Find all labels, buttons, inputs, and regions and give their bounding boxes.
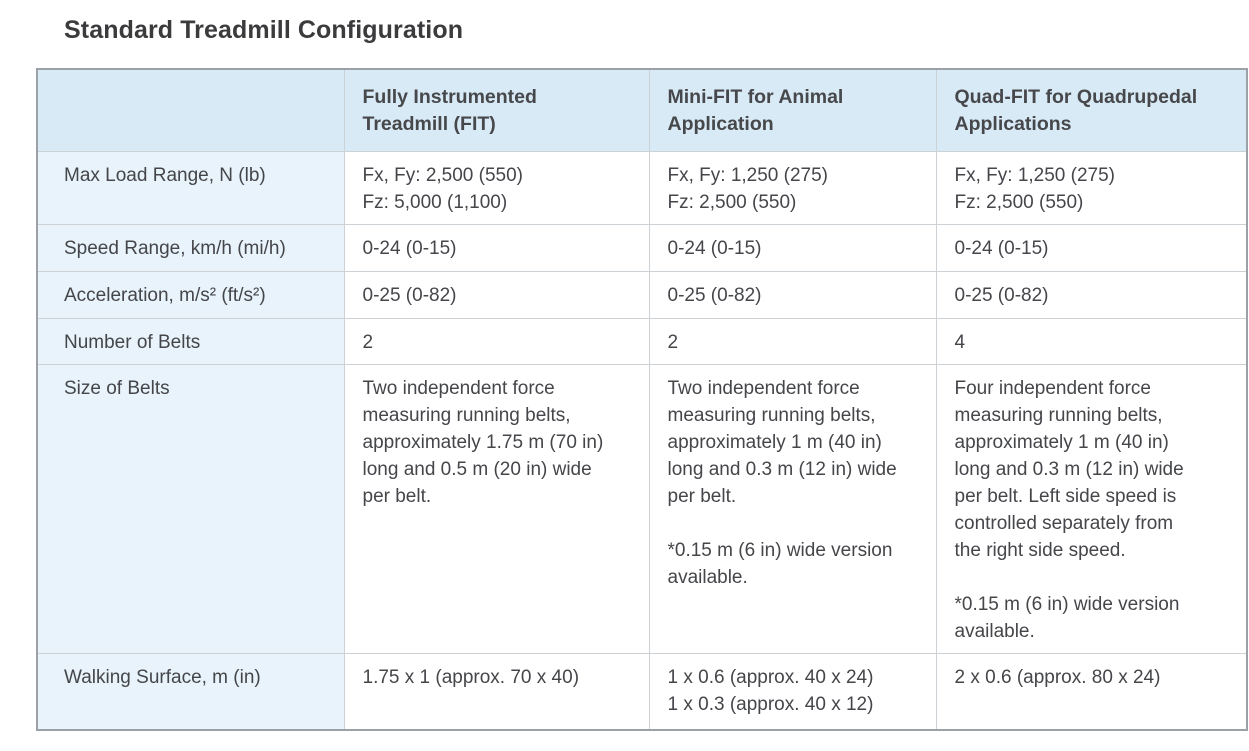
cell-line: long and 0.3 m (12 in) wide [954,458,1184,480]
page-title: Standard Treadmill Configuration [64,16,464,44]
cell-line: measuring running belts, [954,404,1163,426]
cell-line: 4 [954,331,966,353]
table-cell: 2 [343,317,650,365]
cell-line: 2 [667,331,679,353]
table-cell: 0-24 (0-15) [648,223,937,272]
cell-line: 0-25 (0-82) [667,284,762,306]
cell-line: measuring running belts, [362,404,571,426]
cell-line: 0-24 (0-15) [954,237,1049,259]
table-cell: 4 [935,317,1248,365]
header-line: Application [667,113,774,135]
table-cell: 2 [648,317,937,365]
cell-line: Fz: 2,500 (550) [667,191,797,213]
row-label: Number of Belts [36,317,345,365]
cell-line: 0-25 (0-82) [362,284,457,306]
table-cell: 2 x 0.6 (approx. 80 x 24) [935,652,1248,731]
cell-line: Fx, Fy: 1,250 (275) [954,164,1116,186]
column-header: Fully Instrumented Treadmill (FIT) [343,68,650,152]
header-row: Fully Instrumented Treadmill (FIT) Mini-FI… [36,68,1248,152]
cell-line: Two independent force [362,377,555,399]
header-line: Mini-FIT for Animal [667,86,844,108]
cell-line: the right side speed. [954,539,1126,561]
cell-line: per belt. [667,485,737,507]
cell-line: 1 x 0.3 (approx. 40 x 12) [667,693,874,715]
table-row: Number of Belts 2 2 4 [36,317,1248,365]
cell-line: 2 x 0.6 (approx. 80 x 24) [954,666,1161,688]
treadmill-config-table: Fully Instrumented Treadmill (FIT) Mini-FI… [36,68,1248,731]
header-line: Fully Instrumented [362,86,537,108]
table-cell: Fx, Fy: 2,500 (550) Fz: 5,000 (1,100) [343,150,650,225]
cell-line [955,564,1233,591]
table-cell: 1 x 0.6 (approx. 40 x 24) 1 x 0.3 (approx… [648,652,937,731]
table-cell: Two independent force measuring running b… [343,363,650,654]
corner-header-cell [36,68,345,152]
cell-line: per belt. Left side speed is [954,485,1177,507]
cell-line: long and 0.3 m (12 in) wide [667,458,897,480]
table-row: Max Load Range, N (lb) Fx, Fy: 2,500 (550… [36,150,1248,225]
row-label: Acceleration, m/s² (ft/s²) [36,270,345,319]
cell-line: 0-24 (0-15) [667,237,762,259]
table-row: Speed Range, km/h (mi/h) 0-24 (0-15) 0-24 … [36,223,1248,272]
cell-line: long and 0.5 m (20 in) wide [362,458,592,480]
cell-line: Fx, Fy: 2,500 (550) [362,164,524,186]
cell-line: approximately 1 m (40 in) [954,431,1169,453]
cell-line: *0.15 m (6 in) wide version [667,539,893,561]
cell-line: Fz: 2,500 (550) [954,191,1084,213]
row-label: Walking Surface, m (in) [36,652,345,731]
cell-line [668,510,922,537]
cell-line: measuring running belts, [667,404,876,426]
cell-line: *0.15 m (6 in) wide version [954,593,1180,615]
cell-line: Two independent force [667,377,860,399]
cell-line: 2 [362,331,374,353]
column-header: Quad-FIT for Quadrupedal Applications [935,68,1248,152]
cell-line: Fx, Fy: 1,250 (275) [667,164,829,186]
header-line: Quad-FIT for Quadrupedal [954,86,1198,108]
table-cell: 1.75 x 1 (approx. 70 x 40) [343,652,650,731]
cell-line: controlled separately from [954,512,1174,534]
table-cell: 0-25 (0-82) [935,270,1248,319]
cell-line: available. [954,620,1035,642]
table-cell: 0-24 (0-15) [343,223,650,272]
cell-line: 1 x 0.6 (approx. 40 x 24) [667,666,874,688]
cell-line: per belt. [362,485,432,507]
row-label: Size of Belts [36,363,345,654]
table-cell: 0-24 (0-15) [935,223,1248,272]
row-label: Max Load Range, N (lb) [36,150,345,225]
row-label: Speed Range, km/h (mi/h) [36,223,345,272]
cell-line: approximately 1 m (40 in) [667,431,882,453]
cell-line: available. [667,566,748,588]
table-row: Acceleration, m/s² (ft/s²) 0-25 (0-82) 0-2… [36,270,1248,319]
table-cell: 0-25 (0-82) [343,270,650,319]
cell-line: 0-24 (0-15) [362,237,457,259]
table-cell: Four independent force measuring running … [935,363,1248,654]
table-cell: 0-25 (0-82) [648,270,937,319]
header-line: Treadmill (FIT) [362,113,496,135]
cell-line: 1.75 x 1 (approx. 70 x 40) [362,666,580,688]
table-cell: Fx, Fy: 1,250 (275) Fz: 2,500 (550) [648,150,937,225]
table-row: Size of Belts Two independent force measur… [36,363,1248,654]
column-header: Mini-FIT for Animal Application [648,68,937,152]
table-row: Walking Surface, m (in) 1.75 x 1 (approx.… [36,652,1248,731]
table-cell: Two independent force measuring running b… [648,363,937,654]
cell-line: Four independent force [954,377,1151,399]
header-line: Applications [954,113,1072,135]
cell-line: 0-25 (0-82) [954,284,1049,306]
table-cell: Fx, Fy: 1,250 (275) Fz: 2,500 (550) [935,150,1248,225]
cell-line: approximately 1.75 m (70 in) [362,431,604,453]
cell-line: Fz: 5,000 (1,100) [362,191,508,213]
